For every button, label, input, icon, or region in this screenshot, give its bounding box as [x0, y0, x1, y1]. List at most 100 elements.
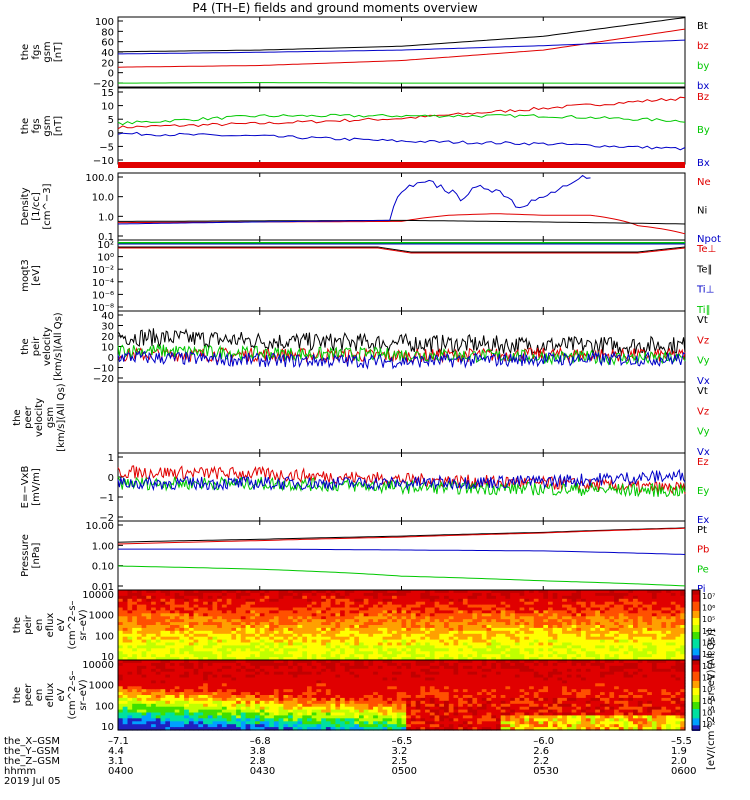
heatmap-cell: [491, 636, 497, 641]
heatmap-cell: [307, 677, 313, 681]
heatmap-cell: [429, 721, 436, 725]
heatmap-cell: [661, 610, 667, 614]
heatmap-cell: [316, 703, 322, 708]
heatmap-cell: [514, 616, 521, 620]
heatmap-cell: [623, 636, 629, 641]
series-line-Ne: [118, 213, 686, 235]
heatmap-cell: [198, 671, 204, 676]
heatmap-cell: [179, 636, 185, 641]
heatmap-cell: [373, 645, 379, 649]
heatmap-cell: [538, 636, 544, 641]
heatmap-cell: [174, 633, 180, 638]
heatmap-cell: [160, 665, 166, 670]
heatmap-cell: [656, 613, 662, 617]
heatmap-cell: [392, 706, 398, 711]
heatmap-cell: [160, 598, 166, 603]
heatmap-cell: [415, 639, 421, 644]
heatmap-cell: [552, 627, 558, 632]
heatmap-cell: [401, 660, 407, 664]
heatmap-cell: [609, 630, 615, 635]
heatmap-cell: [231, 598, 237, 603]
heatmap-cell: [269, 674, 275, 679]
heatmap-cell: [245, 668, 251, 673]
legend-entry: By: [697, 125, 710, 136]
heatmap-cell: [410, 724, 417, 728]
heatmap-cell: [122, 607, 128, 611]
heatmap-cell: [481, 648, 488, 652]
heatmap-cell: [217, 648, 223, 652]
heatmap-cell: [273, 668, 280, 673]
heatmap-cell: [335, 595, 341, 600]
heatmap-cell: [193, 697, 199, 702]
heatmap-cell: [118, 703, 124, 708]
heatmap-cell: [472, 636, 478, 641]
heatmap-cell: [429, 627, 436, 632]
heatmap-cell: [396, 604, 403, 609]
heatmap-cell: [609, 595, 615, 600]
heatmap-cell: [368, 590, 374, 594]
series-line-Bt: [118, 17, 686, 53]
heatmap-cell: [382, 625, 388, 629]
heatmap-cell: [122, 630, 128, 635]
heatmap-cell: [458, 619, 464, 623]
heatmap-cell: [141, 648, 147, 652]
y-tick-label: −20: [93, 79, 114, 90]
heatmap-cell: [533, 592, 540, 597]
heatmap-cell: [325, 662, 332, 667]
heatmap-cell: [165, 622, 171, 626]
heatmap-cell: [226, 622, 232, 626]
heatmap-cell: [642, 592, 648, 597]
heatmap-cell: [155, 654, 162, 658]
heatmap-cell: [382, 683, 388, 687]
heatmap-cell: [231, 636, 237, 641]
heatmap-cell: [335, 700, 341, 705]
heatmap-cell: [170, 697, 176, 702]
heatmap-cell: [240, 636, 247, 641]
heatmap-cell: [481, 639, 488, 644]
heatmap-cell: [226, 697, 232, 702]
heatmap-cell: [203, 636, 209, 641]
heatmap-cell: [122, 700, 128, 705]
heatmap-cell: [420, 627, 426, 632]
heatmap-cell: [566, 630, 573, 635]
heatmap-cell: [444, 595, 450, 600]
heatmap-cell: [396, 590, 403, 594]
heatmap-cell: [240, 651, 247, 655]
heatmap-cell: [151, 633, 157, 638]
heatmap-cell: [576, 598, 582, 603]
heatmap-cell: [415, 654, 421, 658]
heatmap-cell: [614, 592, 620, 597]
heatmap-cell: [179, 660, 185, 664]
heatmap-cell: [311, 692, 317, 696]
heatmap-cell: [321, 648, 327, 652]
heatmap-cell: [614, 604, 620, 609]
heatmap-cell: [250, 642, 256, 646]
heatmap-cell: [179, 692, 185, 696]
heatmap-cell: [581, 604, 587, 609]
heatmap-cell: [444, 703, 450, 708]
heatmap-cell: [467, 601, 473, 606]
heatmap-cell: [595, 642, 601, 646]
heatmap-cell: [349, 709, 355, 714]
heatmap-cell: [127, 590, 133, 594]
heatmap-cell: [666, 651, 672, 655]
heatmap-cell: [297, 700, 303, 705]
heatmap-cell: [472, 592, 478, 597]
heatmap-cell: [429, 674, 436, 679]
heatmap-cell: [359, 625, 365, 629]
heatmap-cell: [132, 689, 138, 693]
heatmap-cell: [240, 695, 247, 699]
heatmap-cell: [335, 625, 341, 629]
heatmap-cell: [434, 709, 440, 714]
heatmap-cell: [571, 592, 577, 597]
heatmap-cell: [349, 619, 355, 623]
heatmap-cell: [264, 616, 270, 620]
heatmap-cell: [340, 718, 346, 722]
heatmap-cell: [510, 601, 516, 606]
heatmap-cell: [571, 604, 577, 609]
heatmap-cell: [217, 674, 223, 679]
heatmap-cell: [562, 590, 568, 594]
heatmap-cell: [217, 662, 223, 667]
heatmap-cell: [623, 625, 629, 629]
heatmap-cell: [566, 619, 573, 623]
